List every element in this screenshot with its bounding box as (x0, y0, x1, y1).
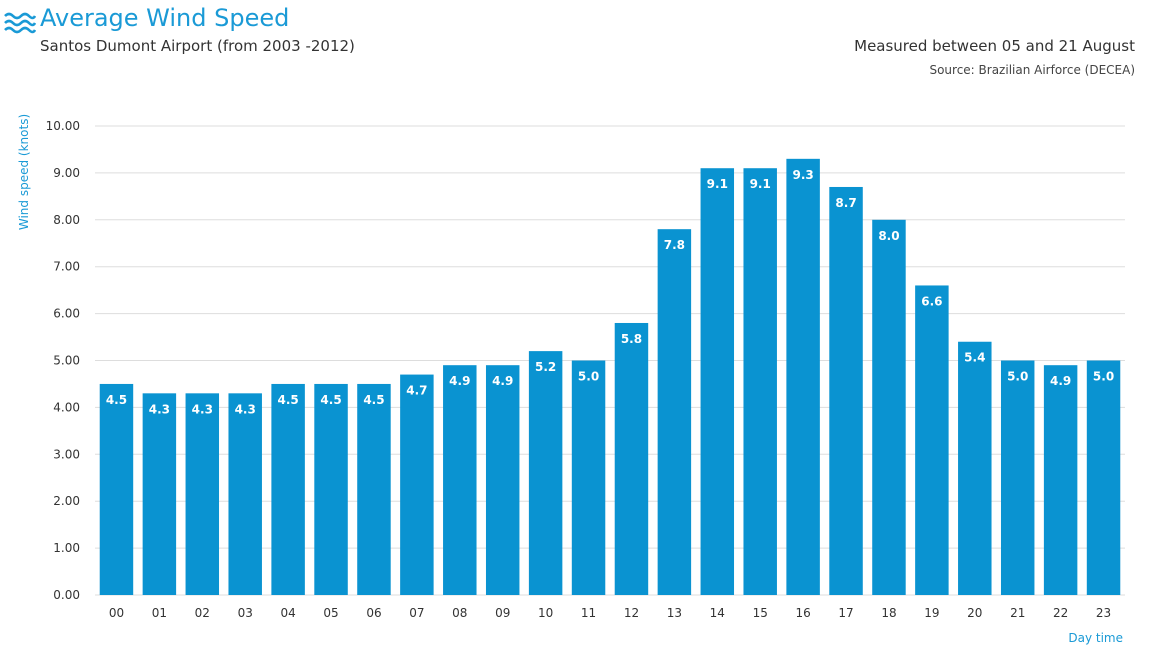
y-tick-label: 4.00 (53, 400, 80, 414)
bar (1000, 360, 1035, 595)
bar (614, 322, 649, 595)
data-label: 5.4 (964, 351, 985, 365)
data-label: 5.2 (535, 360, 556, 374)
x-tick-label: 11 (581, 606, 596, 620)
bar (1086, 360, 1121, 595)
x-tick-label: 01 (152, 606, 167, 620)
bar (829, 186, 863, 595)
data-label: 4.3 (149, 402, 170, 416)
chart-subtitle: Santos Dumont Airport (from 2003 -2012) (40, 37, 355, 55)
y-tick-label: 5.00 (53, 354, 80, 368)
bar (528, 351, 563, 595)
x-tick-label: 07 (409, 606, 424, 620)
bar (915, 285, 949, 595)
x-tick-label: 13 (667, 606, 682, 620)
x-tick-label: 20 (967, 606, 982, 620)
y-tick-label: 6.00 (53, 307, 80, 321)
x-tick-label: 02 (195, 606, 210, 620)
bar (1043, 365, 1078, 595)
x-tick-label: 23 (1096, 606, 1111, 620)
x-tick-label: 06 (366, 606, 381, 620)
x-tick-label: 12 (624, 606, 639, 620)
data-label: 7.8 (664, 238, 685, 252)
y-tick-label: 2.00 (53, 494, 80, 508)
bar (185, 393, 220, 595)
chart-title: Average Wind Speed (40, 4, 290, 32)
bar (571, 360, 606, 595)
data-label: 4.3 (192, 402, 213, 416)
bar (958, 341, 992, 595)
data-label: 5.8 (621, 332, 642, 346)
x-axis-label: Day time (1068, 631, 1123, 645)
x-tick-label: 18 (881, 606, 896, 620)
bar (142, 393, 177, 595)
x-tick-label: 08 (452, 606, 467, 620)
bar (485, 365, 520, 595)
x-tick-label: 15 (753, 606, 768, 620)
bar (314, 383, 348, 595)
x-tick-label: 10 (538, 606, 553, 620)
data-label: 4.5 (320, 393, 341, 407)
y-tick-label: 10.00 (46, 119, 80, 133)
bar (743, 168, 777, 595)
data-label: 8.0 (878, 229, 899, 243)
data-label: 6.6 (921, 294, 942, 308)
y-tick-label: 0.00 (53, 588, 80, 602)
data-label: 9.1 (707, 177, 728, 191)
data-label: 4.9 (492, 374, 513, 388)
bar (443, 365, 477, 595)
data-label: 4.9 (449, 374, 470, 388)
data-label: 5.0 (1007, 370, 1028, 384)
y-tick-label: 9.00 (53, 166, 80, 180)
data-label: 8.7 (835, 196, 856, 210)
bar (657, 229, 692, 595)
measurement-period: Measured between 05 and 21 August (854, 37, 1135, 55)
x-tick-label: 21 (1010, 606, 1025, 620)
x-tick-label: 09 (495, 606, 510, 620)
bar (700, 168, 735, 595)
data-label: 5.0 (1093, 370, 1114, 384)
bar (271, 383, 305, 595)
x-tick-label: 22 (1053, 606, 1068, 620)
x-tick-label: 03 (238, 606, 253, 620)
y-tick-label: 8.00 (53, 213, 80, 227)
wave-icon (4, 12, 36, 34)
bar (99, 383, 134, 595)
y-tick-label: 7.00 (53, 260, 80, 274)
x-tick-label: 17 (838, 606, 853, 620)
x-tick-label: 14 (710, 606, 725, 620)
bar (400, 374, 434, 595)
x-tick-label: 19 (924, 606, 939, 620)
data-label: 4.7 (406, 384, 427, 398)
data-label: 9.3 (792, 168, 813, 182)
x-tick-label: 00 (109, 606, 124, 620)
data-label: 4.3 (235, 402, 256, 416)
bar (228, 393, 262, 595)
y-tick-label: 3.00 (53, 447, 80, 461)
x-tick-label: 04 (280, 606, 295, 620)
bar (872, 219, 906, 596)
x-tick-label: 16 (795, 606, 810, 620)
x-tick-label: 05 (323, 606, 338, 620)
data-label: 9.1 (750, 177, 771, 191)
data-label: 4.9 (1050, 374, 1071, 388)
data-source: Source: Brazilian Airforce (DECEA) (929, 63, 1135, 77)
data-label: 4.5 (277, 393, 298, 407)
data-label: 4.5 (363, 393, 384, 407)
y-tick-label: 1.00 (53, 541, 80, 555)
bar (357, 383, 391, 595)
data-label: 5.0 (578, 370, 599, 384)
data-label: 4.5 (106, 393, 127, 407)
bar (786, 158, 820, 595)
